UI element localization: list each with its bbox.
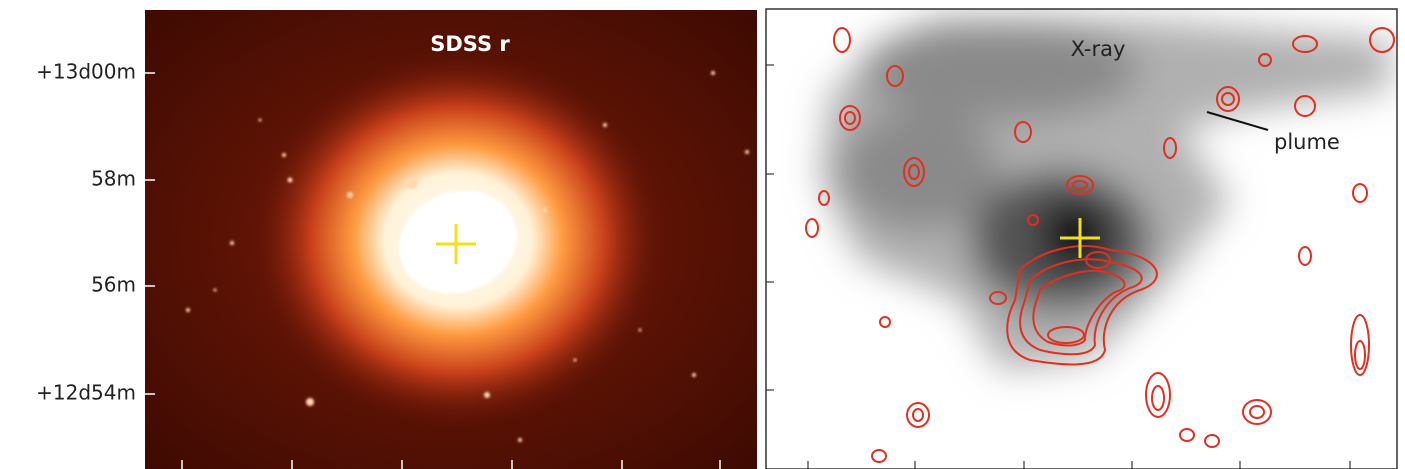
annotation-label: plume <box>1274 130 1340 154</box>
xray-panel: X-ray plume <box>766 9 1397 469</box>
figure: +13d00m 58m 56m +12d54m SDSS r <box>0 0 1405 469</box>
panel-title: X-ray <box>1071 37 1126 61</box>
y-tick-label: +13d00m <box>36 60 136 84</box>
optical-panel: SDSS r <box>145 10 757 469</box>
panel-title: SDSS r <box>430 32 510 56</box>
y-tick-label: 56m <box>91 273 136 297</box>
y-axis-labels: +13d00m 58m 56m +12d54m <box>36 60 136 405</box>
y-tick-label: 58m <box>91 167 136 191</box>
y-tick-label: +12d54m <box>36 381 136 405</box>
